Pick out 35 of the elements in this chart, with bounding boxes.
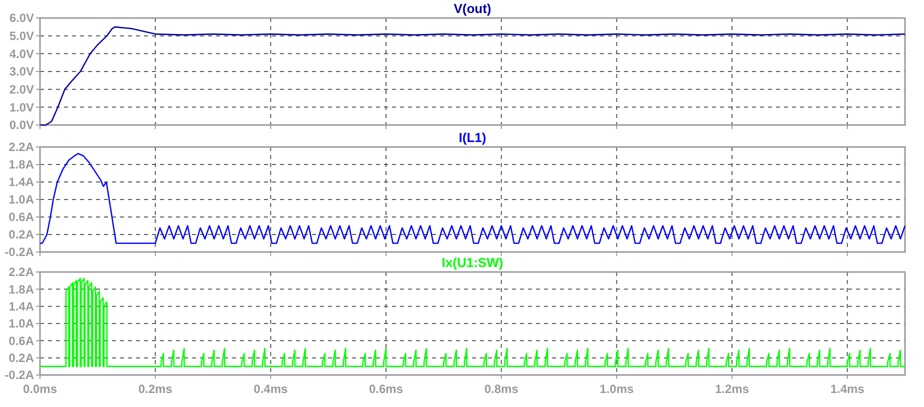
y-tick-label: 1.0A [8, 316, 34, 331]
y-tick-label: 0.6A [8, 210, 34, 224]
y-tick-label: 3.0V [9, 64, 34, 79]
chart-title: V(out) [454, 1, 492, 16]
chart-title: I(L1) [458, 130, 486, 145]
y-tick-label: 1.0A [8, 192, 34, 207]
line-series [39, 26, 906, 126]
y-tick-label: 1.4A [8, 175, 34, 190]
x-tick-label: 1.0ms [600, 382, 634, 396]
x-tick-label: 0.2ms [138, 382, 173, 396]
line-series [39, 278, 906, 368]
x-tick-label: 0.4ms [254, 382, 288, 396]
y-tick-label: 1.4A [8, 300, 34, 314]
x-tick-label: 0.0ms [22, 382, 58, 396]
y-tick-label: 1.0V [9, 100, 34, 114]
x-tick-label: 1.2ms [714, 382, 750, 396]
y-tick-label: 1.8A [8, 282, 34, 296]
y-tick-label: 0.0V [9, 118, 34, 132]
x-tick-label: 0.8ms [484, 382, 519, 396]
x-tick-label: 1.4ms [830, 382, 865, 396]
chart-title: Ix(U1:SW) [442, 255, 504, 270]
y-tick-label: 4.0V [9, 46, 34, 61]
y-tick-label: 2.2A [8, 140, 34, 154]
y-tick-label: 0.2A [8, 228, 34, 242]
line-series [39, 152, 906, 244]
y-tick-label: 2.2A [8, 265, 34, 280]
y-tick-label: 5.0V [9, 29, 34, 44]
y-tick-label: 6.0V [9, 11, 34, 26]
y-tick-label: 1.8A [8, 158, 34, 172]
x-tick-label: 0.6ms [368, 382, 404, 396]
y-tick-label: 0.6A [8, 334, 34, 348]
y-tick-label: 2.0V [9, 82, 34, 97]
y-tick-label: -0.2A [4, 368, 34, 382]
y-tick-label: -0.2A [4, 245, 34, 260]
y-tick-label: 0.2A [8, 351, 34, 366]
